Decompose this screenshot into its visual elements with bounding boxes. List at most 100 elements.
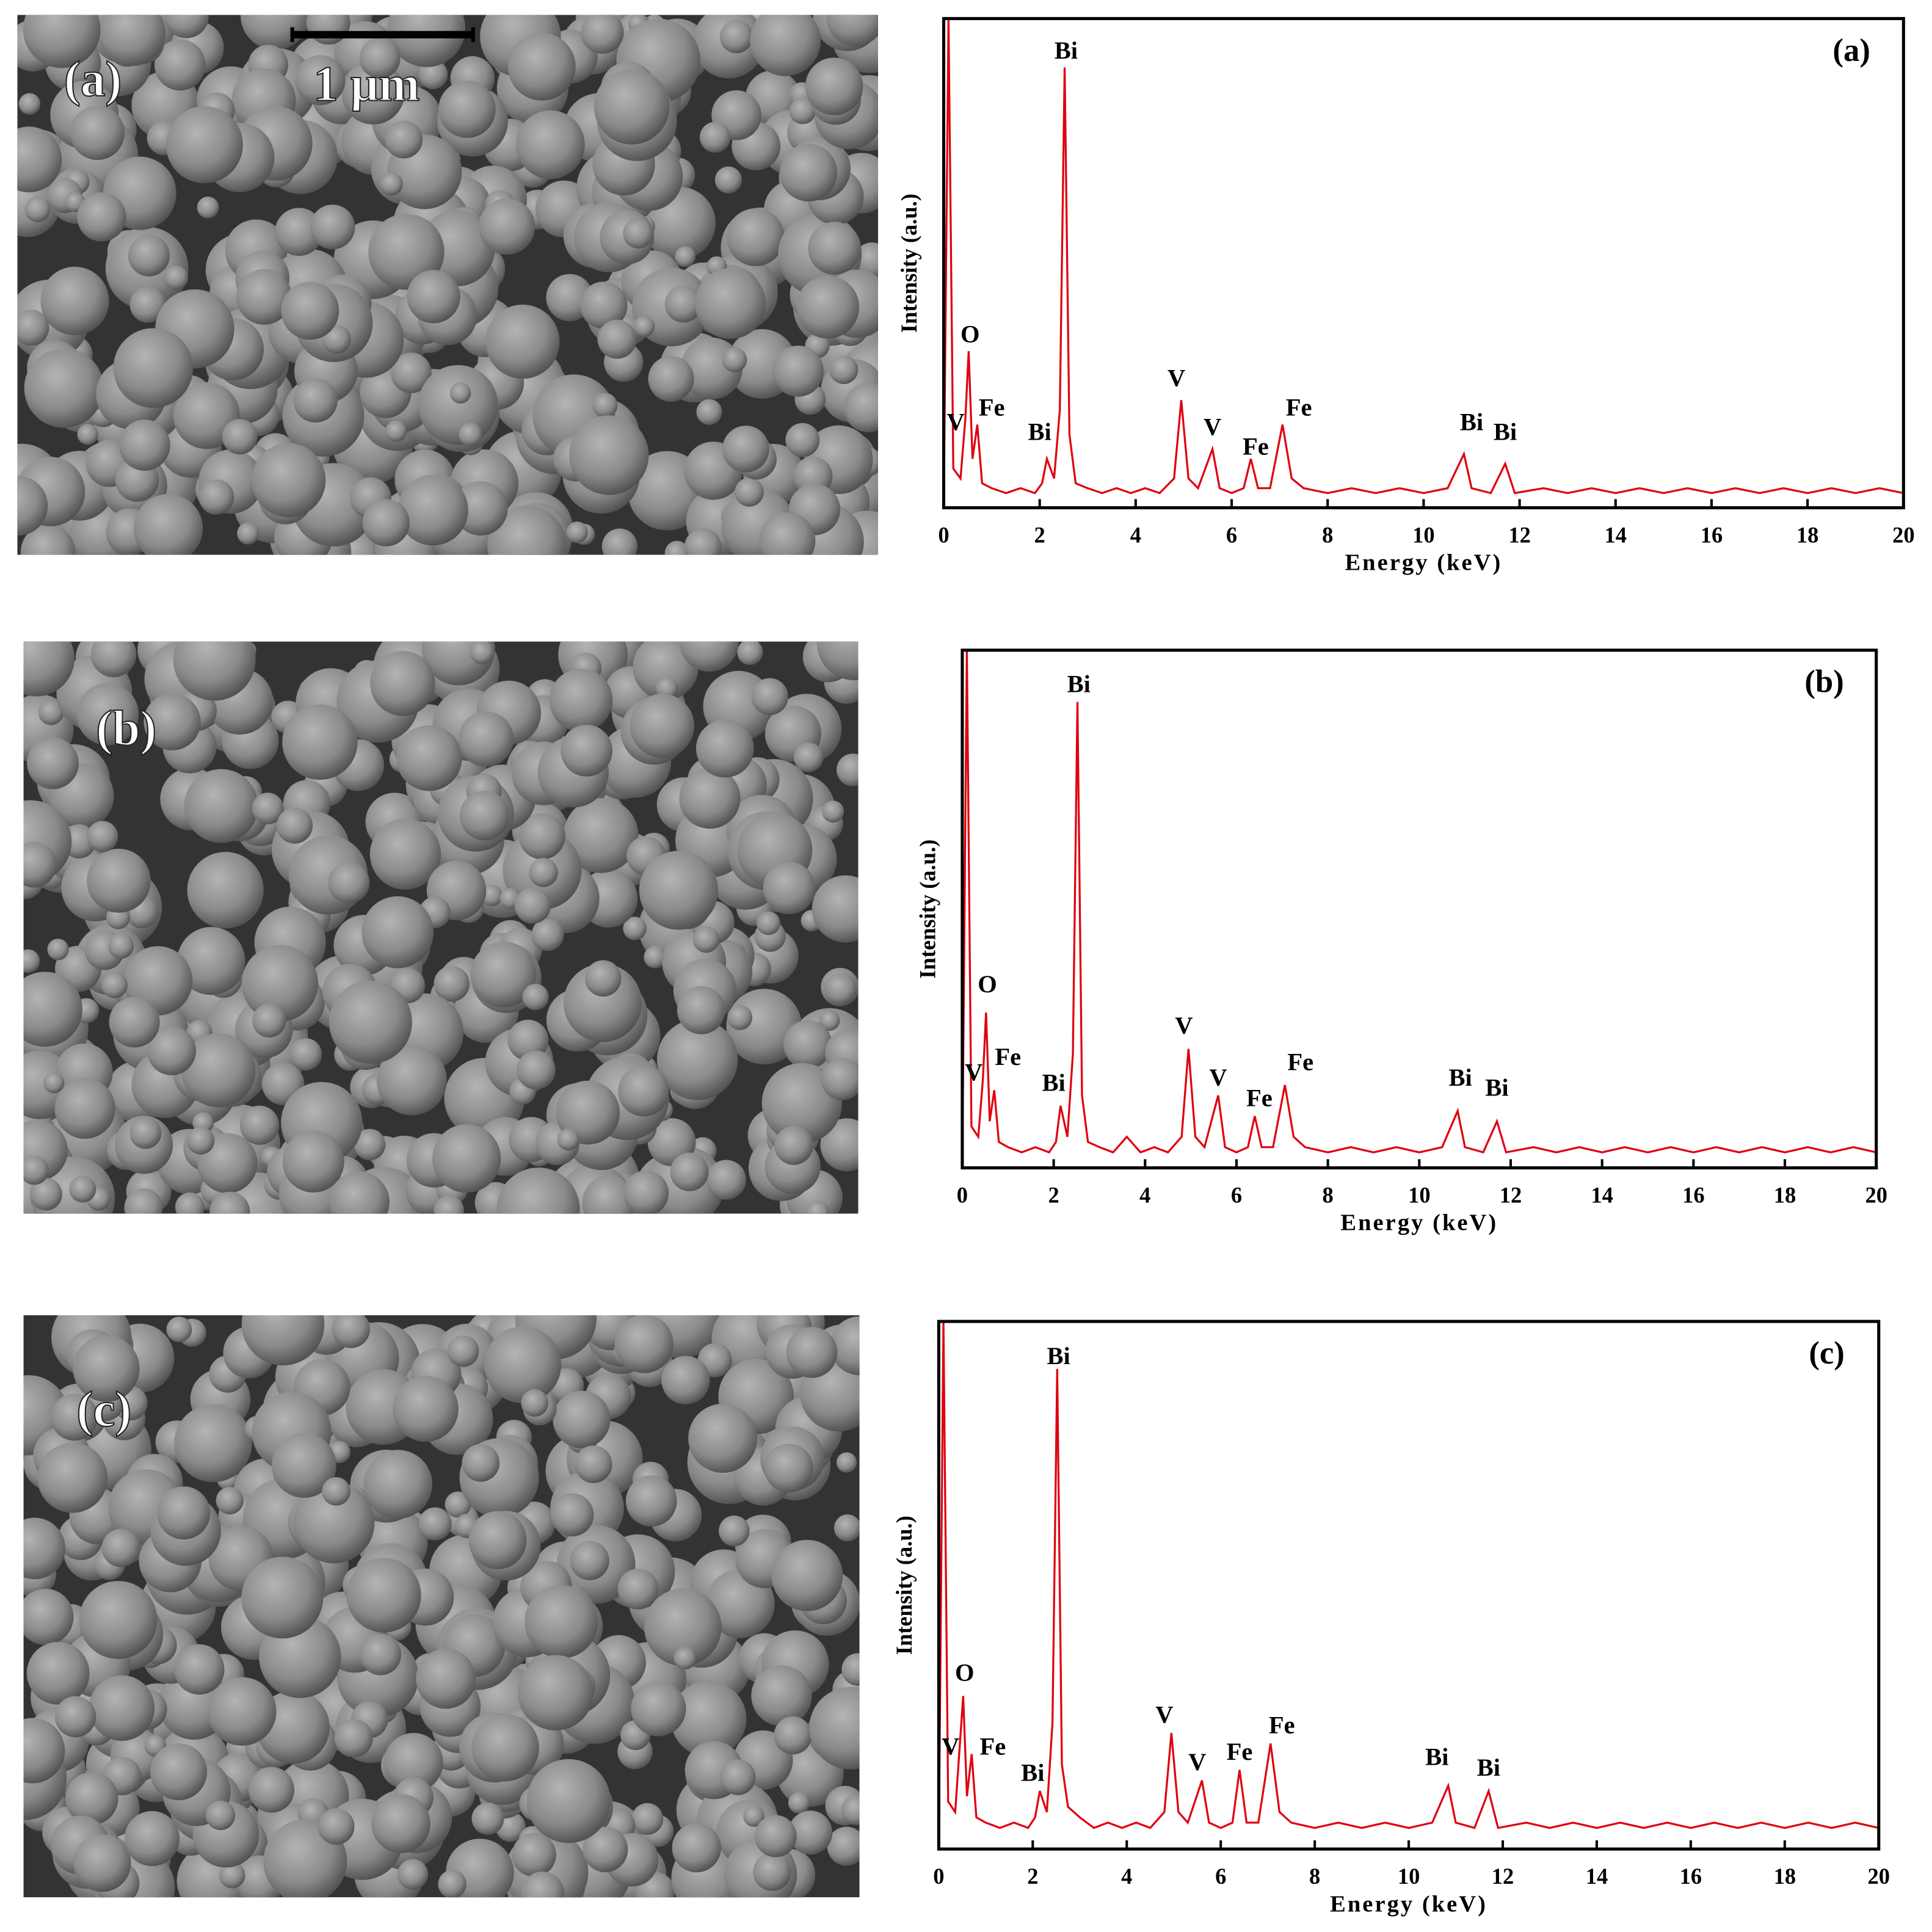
particle [129,1117,162,1149]
plot-frame [961,648,1878,1170]
particle [805,57,863,115]
particle [819,1010,840,1031]
particle [661,1356,710,1404]
particle [630,694,695,758]
x-tick-label: 4 [1121,1864,1132,1889]
particle [369,818,441,890]
particle [556,1080,620,1145]
particle [754,1815,797,1858]
plot-frame [942,16,1905,510]
particle [827,1826,860,1866]
particle [252,793,284,824]
particle [633,316,655,337]
particle [23,1588,74,1646]
particle [826,15,878,46]
particle [38,700,64,725]
particle [614,1315,674,1373]
particle [512,1832,556,1877]
particle [65,1772,118,1825]
x-tick-label: 8 [1309,1864,1320,1889]
particle [77,424,98,445]
particle [380,172,403,196]
particle [219,1862,245,1889]
particle [699,122,731,153]
particle [809,1687,860,1770]
particle [570,1541,609,1580]
particle [672,1823,721,1873]
x-tick-label: 0 [938,523,949,548]
particle [237,522,260,545]
particle [684,528,722,555]
particle [763,862,816,915]
particle [674,1647,697,1669]
particle [89,1675,155,1741]
particle [54,1696,96,1738]
particle [526,1759,611,1843]
particle [692,926,719,953]
particle [484,1326,562,1403]
peak-label: O [978,970,997,998]
particle [197,196,219,219]
particle [623,218,653,249]
x-tick-label: 10 [1412,523,1435,548]
x-tick-label: 16 [1682,1183,1705,1208]
particle [293,378,338,423]
particle [531,918,564,951]
particle [471,1802,504,1835]
particle [434,1195,465,1214]
particle [407,269,460,324]
particle [23,1517,66,1580]
particle [597,319,637,359]
particle [553,1390,611,1448]
particle [485,304,560,379]
x-tick-label: 0 [957,1183,968,1208]
x-tick-label: 14 [1586,1864,1608,1889]
particle [282,704,358,780]
particle [581,15,624,54]
spectrum-line [942,18,1904,508]
particle [295,55,346,106]
particle [277,807,313,844]
particle [187,852,264,929]
particle [771,1539,843,1611]
particle [241,1315,325,1366]
particle [822,801,844,823]
peak-label: Fe [1286,394,1312,421]
particle [18,93,41,115]
particle [618,1065,669,1117]
particle [478,198,536,255]
peak-label: Fe [1227,1738,1253,1765]
particle [184,769,258,843]
particle [758,512,816,555]
particle [236,269,292,325]
x-tick-label: 0 [933,1864,944,1889]
particle [109,997,160,1048]
particle [393,1376,459,1442]
particle [695,268,766,340]
particle [722,426,769,473]
particle [468,1511,527,1569]
particle [549,669,613,732]
x-tick-label: 20 [1865,1183,1887,1208]
particle [449,382,471,404]
peak-label: Bi [1047,1342,1070,1370]
particle [764,1444,813,1493]
particle [77,192,126,242]
particle [779,143,838,202]
x-tick-label: 4 [1139,1183,1150,1208]
y-axis-label: Intensity (a.u.) [915,840,940,979]
particle [517,1050,556,1090]
x-tick-label: 8 [1323,1183,1334,1208]
x-tick-label: 10 [1408,1183,1431,1208]
particle [222,419,258,455]
particle [656,1019,738,1100]
particle [788,1792,810,1814]
particle [563,964,642,1042]
peak-label: Fe [1287,1048,1313,1075]
particle [438,1870,467,1898]
particle [69,1175,96,1203]
particle [108,933,134,959]
particle [675,246,696,267]
particle [594,68,670,145]
particle [23,15,101,68]
